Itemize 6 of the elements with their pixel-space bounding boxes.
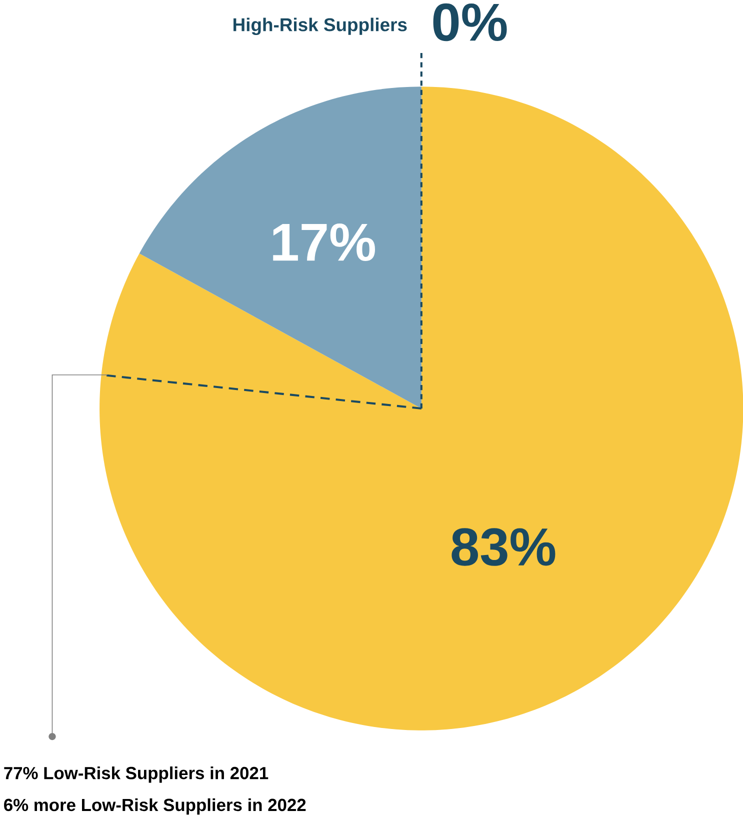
text: 0% bbox=[433, 3, 507, 42]
category-label: High-Risk Suppliers bbox=[233, 18, 407, 36]
text: 6% more Low-Risk Suppliers in 2022 bbox=[4, 798, 306, 815]
data-label: 17% bbox=[273, 224, 375, 262]
data-label: 83% bbox=[452, 528, 556, 566]
text: 77% Low-Risk Suppliers in 2021 bbox=[4, 766, 268, 783]
